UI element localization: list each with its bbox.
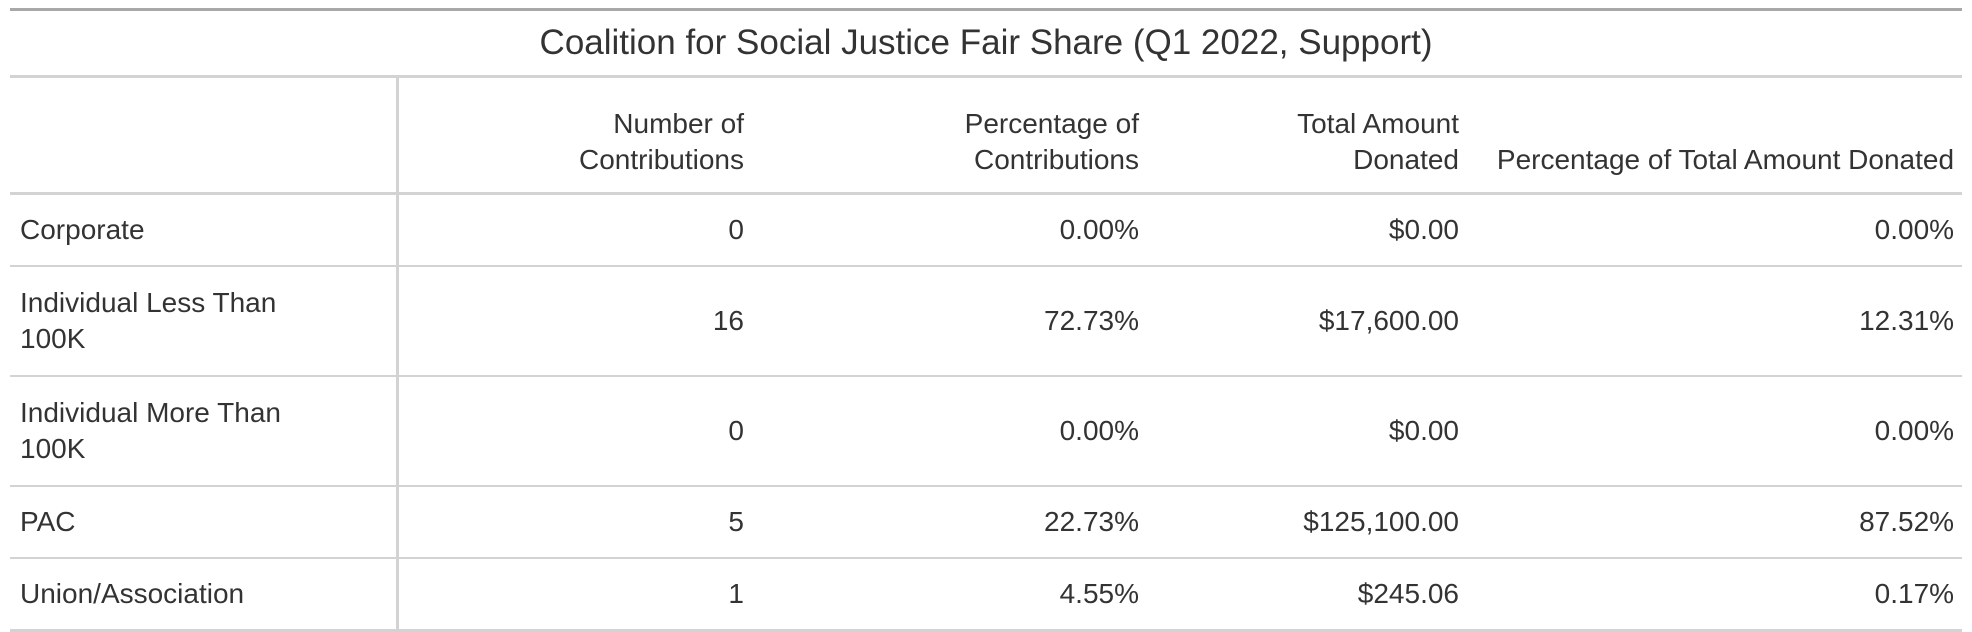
cell-percentage-of-total-amount: 0.17% xyxy=(1467,558,1963,632)
cell-percentage-of-contributions: 0.00% xyxy=(752,193,1147,267)
column-header-number-of-contributions: Number of Contributions xyxy=(397,76,752,195)
cell-percentage-of-contributions: 72.73% xyxy=(752,266,1147,377)
row-label: Individual Less Than 100K xyxy=(10,266,399,377)
row-label: Corporate xyxy=(10,193,399,267)
cell-total-amount-donated: $0.00 xyxy=(1147,193,1467,267)
row-label: Union/Association xyxy=(10,558,399,632)
column-header-total-amount-donated: Total Amount Donated xyxy=(1147,76,1467,195)
cell-total-amount-donated: $17,600.00 xyxy=(1147,266,1467,377)
cell-total-amount-donated: $125,100.00 xyxy=(1147,486,1467,559)
row-label: Individual More Than 100K xyxy=(10,376,399,487)
cell-percentage-of-total-amount: 0.00% xyxy=(1467,376,1963,487)
column-header-percentage-of-total-amount-donated: Percentage of Total Amount Donated xyxy=(1467,76,1963,195)
table-row: Union/Association 1 4.55% $245.06 0.17% xyxy=(10,558,1963,632)
cell-number-of-contributions: 16 xyxy=(397,266,752,377)
cell-percentage-of-contributions: 0.00% xyxy=(752,376,1147,487)
cell-percentage-of-contributions: 22.73% xyxy=(752,486,1147,559)
row-label: PAC xyxy=(10,486,399,559)
table-row: Corporate 0 0.00% $0.00 0.00% xyxy=(10,193,1963,267)
contributions-table-container: Coalition for Social Justice Fair Share … xyxy=(10,8,1963,632)
cell-total-amount-donated: $0.00 xyxy=(1147,376,1467,487)
cell-percentage-of-total-amount: 87.52% xyxy=(1467,486,1963,559)
cell-percentage-of-total-amount: 12.31% xyxy=(1467,266,1963,377)
column-header-percentage-of-contributions: Percentage of Contributions xyxy=(752,76,1147,195)
table-title: Coalition for Social Justice Fair Share … xyxy=(10,8,1963,78)
cell-number-of-contributions: 1 xyxy=(397,558,752,632)
table-row: Individual Less Than 100K 16 72.73% $17,… xyxy=(10,266,1963,377)
contributions-table: Coalition for Social Justice Fair Share … xyxy=(10,8,1963,632)
stub-header xyxy=(10,76,399,195)
cell-number-of-contributions: 0 xyxy=(397,193,752,267)
cell-number-of-contributions: 0 xyxy=(397,376,752,487)
cell-number-of-contributions: 5 xyxy=(397,486,752,559)
table-row: Individual More Than 100K 0 0.00% $0.00 … xyxy=(10,376,1963,487)
cell-percentage-of-contributions: 4.55% xyxy=(752,558,1147,632)
table-row: PAC 5 22.73% $125,100.00 87.52% xyxy=(10,486,1963,559)
cell-percentage-of-total-amount: 0.00% xyxy=(1467,193,1963,267)
cell-total-amount-donated: $245.06 xyxy=(1147,558,1467,632)
